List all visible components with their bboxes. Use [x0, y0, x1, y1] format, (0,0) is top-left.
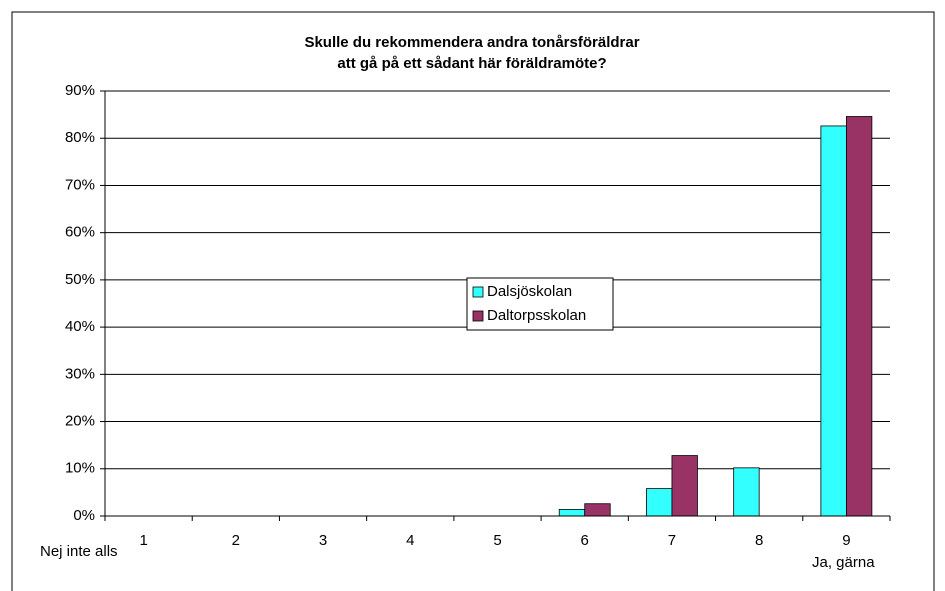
legend-label: Dalsjöskolan: [487, 283, 572, 300]
x-tick-label: 3: [319, 532, 327, 549]
chart-title: att gå på ett sådant här föräldramöte?: [337, 55, 606, 72]
x-tick-label: 4: [406, 532, 414, 549]
legend-swatch: [472, 310, 484, 322]
y-tick-label: 70%: [65, 176, 95, 193]
annotation: Nej inte alls: [40, 543, 118, 560]
y-tick-label: 80%: [65, 129, 95, 146]
bar: [671, 455, 698, 517]
y-tick-label: 60%: [65, 224, 95, 241]
x-tick-label: 5: [493, 532, 501, 549]
y-tick-label: 40%: [65, 318, 95, 335]
x-tick-label: 6: [581, 532, 589, 549]
bar: [646, 488, 673, 517]
x-tick-label: 9: [842, 532, 850, 549]
legend-swatch: [472, 286, 484, 298]
y-tick-label: 30%: [65, 365, 95, 382]
y-tick-label: 90%: [65, 82, 95, 99]
y-tick-label: 50%: [65, 271, 95, 288]
x-tick-label: 7: [668, 532, 676, 549]
chart-title: Skulle du rekommendera andra tonårsföräl…: [304, 34, 639, 51]
x-tick-label: 2: [232, 532, 240, 549]
bar: [845, 116, 873, 517]
annotation: Ja, gärna: [812, 554, 875, 571]
bar: [820, 125, 847, 517]
y-tick-label: 0%: [73, 507, 95, 524]
x-tick-label: 1: [139, 532, 147, 549]
bar: [584, 503, 611, 517]
legend-label: Daltorpsskolan: [487, 307, 586, 324]
bar: [733, 467, 760, 517]
bar: [558, 508, 586, 517]
legend-box: [466, 277, 614, 331]
x-tick-label: 8: [755, 532, 763, 549]
y-tick-label: 10%: [65, 460, 95, 477]
y-tick-label: 20%: [65, 413, 95, 430]
